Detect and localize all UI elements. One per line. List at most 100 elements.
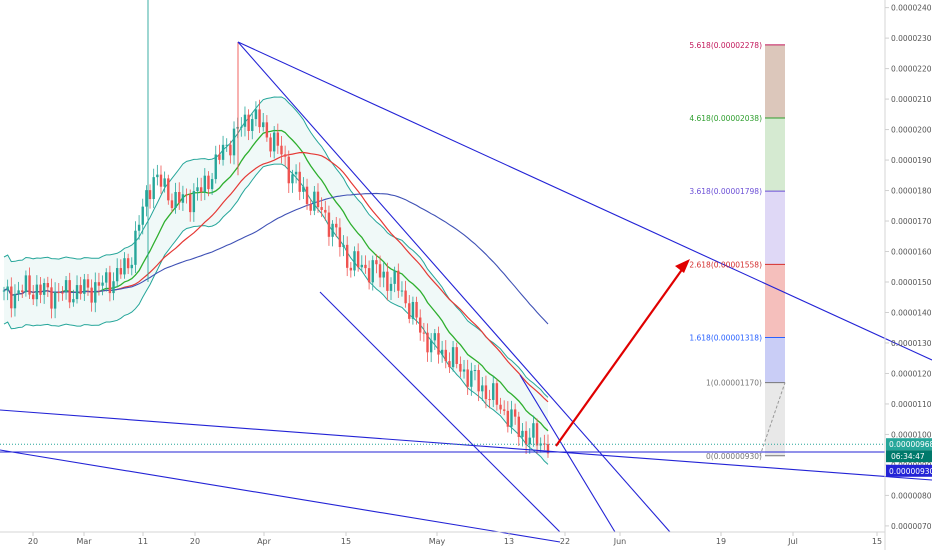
candle-body: [488, 399, 491, 401]
candle-body: [408, 303, 411, 319]
candle-body: [419, 317, 422, 333]
trendline[interactable]: [0, 449, 561, 543]
y-tick-label: 0.00000700: [891, 522, 932, 531]
candle-body: [68, 280, 71, 303]
candle-body: [185, 194, 188, 196]
fib-level-label: 3.618(0.00001798): [689, 187, 762, 196]
candle-body: [521, 430, 524, 437]
candle-body: [360, 264, 363, 268]
candle-body: [532, 423, 535, 438]
candle-body: [422, 332, 426, 334]
candle-body: [429, 340, 433, 353]
y-tick-label: 0.00001500: [891, 278, 932, 287]
candle-body: [112, 281, 115, 294]
candle-body: [134, 230, 137, 265]
candle-body: [83, 279, 86, 294]
trendline[interactable]: [319, 291, 561, 533]
y-tick-label: 0.00001100: [891, 400, 932, 409]
fib-level-label: 4.618(0.00002038): [689, 114, 762, 123]
projection-arrowhead: [675, 259, 690, 273]
candle-body: [466, 369, 469, 387]
candle-body: [517, 416, 520, 437]
trendline[interactable]: [237, 41, 671, 533]
candle-body: [470, 370, 473, 387]
candle-body: [159, 174, 163, 187]
fib-level-label: 2.618(0.00001558): [689, 260, 762, 269]
candle-body: [499, 404, 502, 410]
candle-body: [342, 244, 345, 248]
trendline[interactable]: [0, 409, 932, 481]
candle-body: [386, 271, 389, 291]
candle-body: [287, 156, 290, 184]
candle-body: [400, 290, 404, 292]
fib-level-label: 1.618(0.00001318): [689, 333, 762, 342]
x-tick-label: 20: [190, 537, 200, 546]
y-tick-label: 0.00000800: [891, 491, 932, 500]
candle-body: [528, 437, 531, 445]
candle-body: [126, 258, 130, 269]
candle-body: [115, 268, 119, 282]
candle-body: [302, 186, 305, 192]
candle-body: [371, 260, 374, 283]
candle-body: [254, 109, 258, 120]
candle-body: [513, 409, 517, 417]
candle-body: [2, 290, 6, 292]
candle-body: [28, 275, 31, 295]
x-tick-label: May: [429, 537, 446, 546]
bollinger-band-fill: [4, 97, 548, 465]
candle-body: [42, 283, 46, 295]
candle-body: [316, 191, 320, 208]
candle-body: [404, 290, 407, 304]
trendline[interactable]: [519, 374, 616, 533]
x-tick-label: 19: [716, 537, 726, 546]
candle-body: [524, 430, 528, 445]
countdown-badge: [886, 450, 932, 463]
projection-arrow-line: [555, 263, 687, 447]
candle-body: [309, 204, 312, 211]
candle-body: [265, 122, 269, 138]
bollinger-lower-line: [3, 163, 549, 465]
bollinger-upper-line: [3, 96, 549, 398]
y-tick-label: 0.00002100: [891, 95, 932, 104]
candle-body: [378, 264, 382, 278]
y-tick-label: 0.00001400: [891, 308, 932, 317]
candle-body: [221, 144, 225, 160]
candle-body: [123, 258, 126, 275]
candle-body: [353, 251, 356, 271]
candle-body: [481, 385, 484, 392]
candle-body: [90, 287, 93, 303]
candle-body: [258, 109, 261, 128]
candle-body: [345, 244, 349, 268]
y-tick-label: 0.00001700: [891, 217, 932, 226]
candle-body: [152, 177, 155, 200]
y-tick-label: 0.00001200: [891, 369, 932, 378]
x-tick-label: 20: [28, 537, 38, 546]
candle-body: [39, 284, 42, 295]
candle-body: [167, 178, 170, 201]
x-tick-label: Jul: [787, 537, 798, 546]
candle-body: [459, 363, 462, 372]
candle-body: [210, 179, 214, 190]
candle-body: [397, 270, 400, 291]
candle-body: [495, 383, 499, 405]
candle-body: [283, 154, 287, 157]
time-axis[interactable]: 20 Mar 11 20 Apr 15 May 13 22 Jun 19 Jul 15: [0, 531, 885, 546]
x-tick-label: 15: [341, 537, 351, 546]
candle-body: [433, 333, 437, 341]
fib-band: [765, 337, 785, 383]
candle-body: [119, 268, 123, 275]
candle-body: [181, 194, 185, 203]
trendlines[interactable]: [0, 41, 932, 543]
y-tick-label: 0.00002000: [891, 126, 932, 135]
candle-body: [291, 174, 294, 184]
candle-body: [367, 268, 371, 283]
trendline[interactable]: [237, 41, 932, 361]
candle-body: [178, 192, 181, 203]
price-markers: 0.00000968 06:34:47 0.00000930: [886, 438, 932, 477]
candle-body: [305, 186, 309, 205]
candle-body: [492, 383, 495, 400]
fib-connector: [759, 382, 786, 456]
candle-body: [251, 119, 254, 131]
candle-body: [320, 207, 323, 210]
